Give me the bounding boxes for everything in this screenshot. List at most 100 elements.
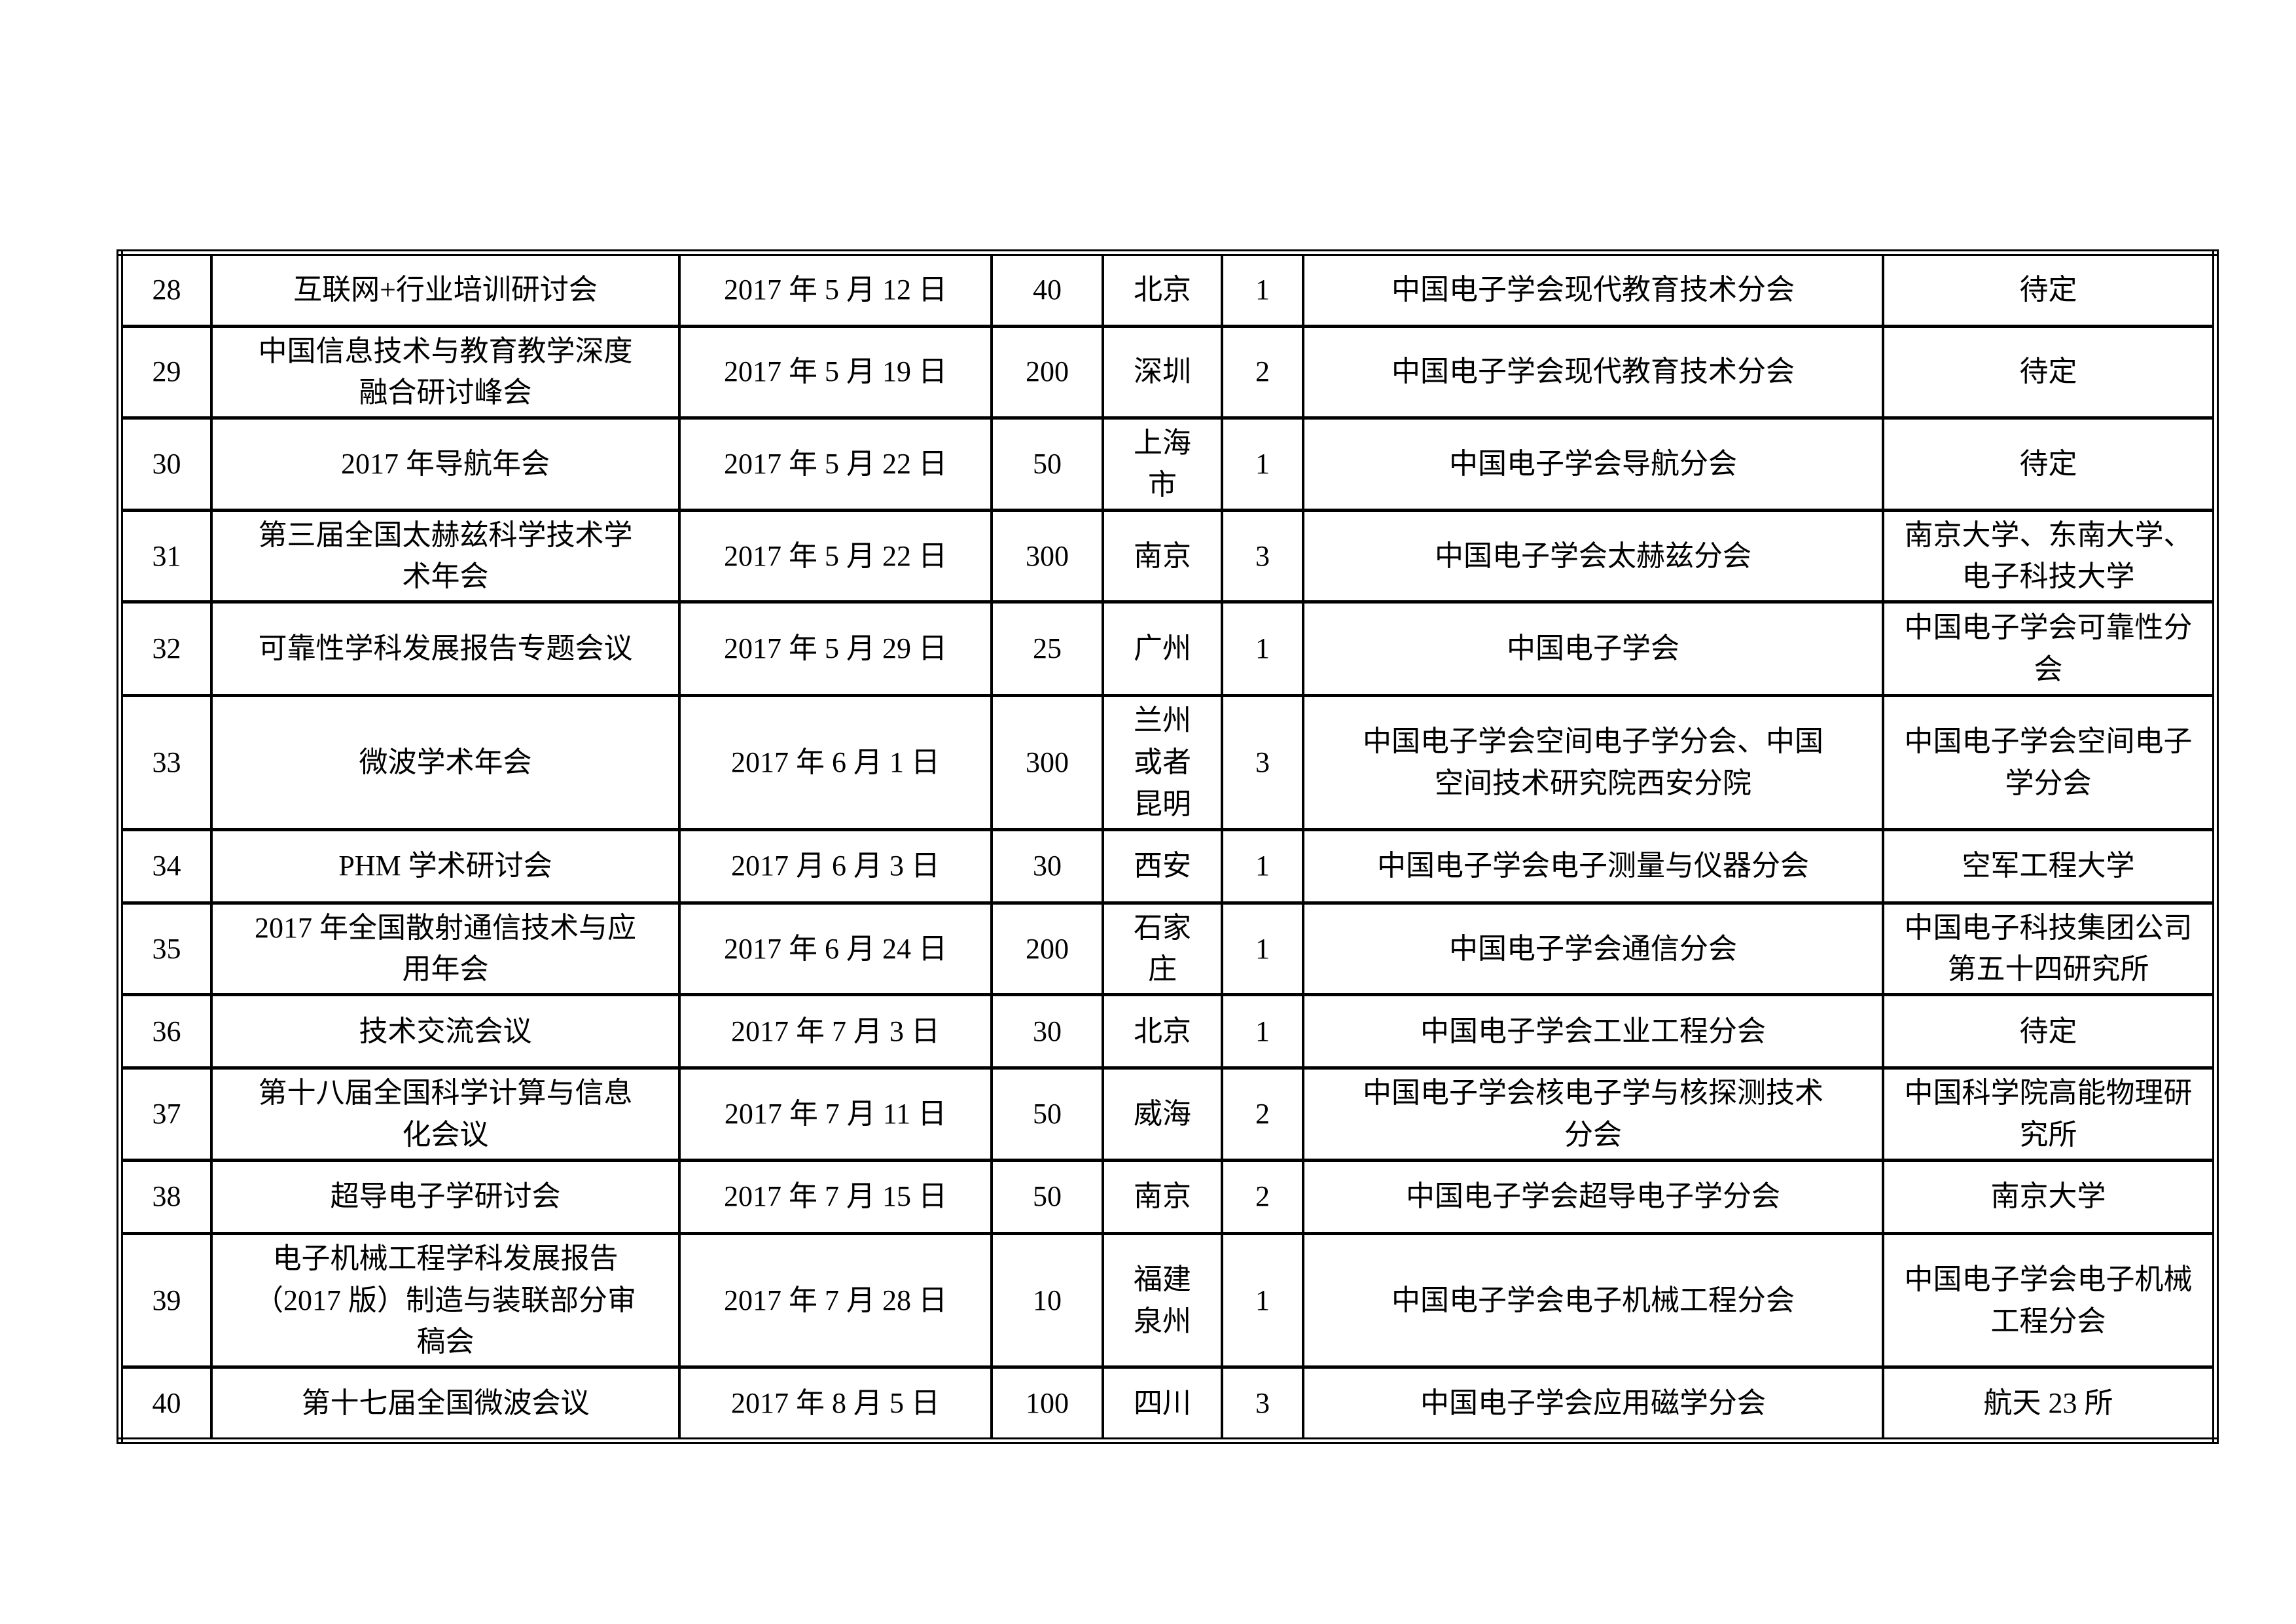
cell-conference-name: PHM 学术研讨会 [210,827,681,905]
cell-scale: 30 [990,993,1104,1070]
cell-conference-name: 微波学术年会 [210,694,681,831]
cell-support-unit: 待定 [1882,324,2217,420]
cell-days: 1 [1221,901,1304,997]
cell-conference-name: 可靠性学科发展报告专题会议 [210,600,681,698]
cell-scale: 50 [990,1158,1104,1235]
cell-row-number: 31 [118,508,213,604]
cell-date: 2017 年 6 月 24 日 [678,901,993,997]
table-row: 36 技术交流会议 2017 年 7 月 3 日 30 北京 1 中国电子学会工… [118,993,2217,1070]
cell-support-unit: 中国科学院高能物理研 究所 [1882,1066,2217,1162]
cell-city: 南京 [1102,1158,1223,1235]
conference-table: 28 互联网+行业培训研讨会 2017 年 5 月 12 日 40 北京 1 中… [117,249,2219,1444]
cell-days: 1 [1221,251,1304,328]
cell-row-number: 38 [118,1158,213,1235]
cell-organizer: 中国电子学会 [1302,600,1884,698]
cell-row-number: 39 [118,1231,213,1369]
cell-city: 北京 [1102,993,1223,1070]
cell-city: 威海 [1102,1066,1223,1162]
cell-scale: 50 [990,416,1104,512]
table-row: 37 第十八届全国科学计算与信息 化会议 2017 年 7 月 11 日 50 … [118,1066,2217,1162]
cell-organizer: 中国电子学会现代教育技术分会 [1302,251,1884,328]
cell-city: 四川 [1102,1365,1223,1443]
cell-days: 1 [1221,1231,1304,1369]
cell-city: 广州 [1102,600,1223,698]
cell-support-unit: 南京大学 [1882,1158,2217,1235]
table-row: 38 超导电子学研讨会 2017 年 7 月 15 日 50 南京 2 中国电子… [118,1158,2217,1235]
cell-days: 3 [1221,1365,1304,1443]
cell-scale: 200 [990,901,1104,997]
cell-support-unit: 中国电子学会空间电子 学分会 [1882,694,2217,831]
cell-organizer: 中国电子学会导航分会 [1302,416,1884,512]
cell-conference-name: 第三届全国太赫兹科学技术学 术年会 [210,508,681,604]
cell-city: 北京 [1102,251,1223,328]
cell-days: 2 [1221,1158,1304,1235]
cell-organizer: 中国电子学会太赫兹分会 [1302,508,1884,604]
cell-row-number: 29 [118,324,213,420]
cell-date: 2017 年 5 月 12 日 [678,251,993,328]
cell-date: 2017 年 5 月 19 日 [678,324,993,420]
cell-city: 福建 泉州 [1102,1231,1223,1369]
cell-scale: 200 [990,324,1104,420]
cell-scale: 30 [990,827,1104,905]
table-row: 31 第三届全国太赫兹科学技术学 术年会 2017 年 5 月 22 日 300… [118,508,2217,604]
cell-days: 2 [1221,1066,1304,1162]
cell-date: 2017 年 5 月 22 日 [678,508,993,604]
cell-conference-name: 第十八届全国科学计算与信息 化会议 [210,1066,681,1162]
cell-row-number: 40 [118,1365,213,1443]
table-row: 35 2017 年全国散射通信技术与应 用年会 2017 年 6 月 24 日 … [118,901,2217,997]
cell-date: 2017 年 7 月 3 日 [678,993,993,1070]
cell-organizer: 中国电子学会应用磁学分会 [1302,1365,1884,1443]
cell-support-unit: 南京大学、东南大学、 电子科技大学 [1882,508,2217,604]
cell-city: 西安 [1102,827,1223,905]
cell-conference-name: 第十七届全国微波会议 [210,1365,681,1443]
cell-scale: 40 [990,251,1104,328]
cell-support-unit: 待定 [1882,993,2217,1070]
table-body: 28 互联网+行业培训研讨会 2017 年 5 月 12 日 40 北京 1 中… [118,251,2217,1443]
cell-organizer: 中国电子学会现代教育技术分会 [1302,324,1884,420]
table-row: 40 第十七届全国微波会议 2017 年 8 月 5 日 100 四川 3 中国… [118,1365,2217,1443]
table-row: 30 2017 年导航年会 2017 年 5 月 22 日 50 上海 市 1 … [118,416,2217,512]
cell-row-number: 35 [118,901,213,997]
cell-date: 2017 年 8 月 5 日 [678,1365,993,1443]
cell-date: 2017 月 6 月 3 日 [678,827,993,905]
cell-support-unit: 中国电子学会可靠性分 会 [1882,600,2217,698]
cell-date: 2017 年 5 月 29 日 [678,600,993,698]
cell-scale: 300 [990,508,1104,604]
cell-scale: 10 [990,1231,1104,1369]
cell-support-unit: 待定 [1882,251,2217,328]
cell-support-unit: 空军工程大学 [1882,827,2217,905]
cell-scale: 300 [990,694,1104,831]
cell-row-number: 33 [118,694,213,831]
cell-row-number: 28 [118,251,213,328]
cell-days: 3 [1221,694,1304,831]
cell-city: 深圳 [1102,324,1223,420]
cell-city: 石家 庄 [1102,901,1223,997]
cell-organizer: 中国电子学会工业工程分会 [1302,993,1884,1070]
cell-conference-name: 2017 年导航年会 [210,416,681,512]
table-row: 29 中国信息技术与教育教学深度 融合研讨峰会 2017 年 5 月 19 日 … [118,324,2217,420]
cell-organizer: 中国电子学会电子测量与仪器分会 [1302,827,1884,905]
document-page: 28 互联网+行业培训研讨会 2017 年 5 月 12 日 40 北京 1 中… [117,249,2219,1444]
cell-conference-name: 技术交流会议 [210,993,681,1070]
cell-conference-name: 电子机械工程学科发展报告 （2017 版）制造与装联部分审 稿会 [210,1231,681,1369]
cell-row-number: 37 [118,1066,213,1162]
cell-row-number: 30 [118,416,213,512]
cell-row-number: 36 [118,993,213,1070]
cell-date: 2017 年 7 月 11 日 [678,1066,993,1162]
cell-city: 南京 [1102,508,1223,604]
table-row: 28 互联网+行业培训研讨会 2017 年 5 月 12 日 40 北京 1 中… [118,251,2217,328]
cell-days: 1 [1221,416,1304,512]
cell-scale: 25 [990,600,1104,698]
cell-organizer: 中国电子学会空间电子学分会、中国 空间技术研究院西安分院 [1302,694,1884,831]
cell-row-number: 32 [118,600,213,698]
cell-days: 2 [1221,324,1304,420]
cell-row-number: 34 [118,827,213,905]
cell-support-unit: 航天 23 所 [1882,1365,2217,1443]
cell-support-unit: 中国电子科技集团公司 第五十四研究所 [1882,901,2217,997]
cell-date: 2017 年 6 月 1 日 [678,694,993,831]
table-row: 32 可靠性学科发展报告专题会议 2017 年 5 月 29 日 25 广州 1… [118,600,2217,698]
table-row: 39 电子机械工程学科发展报告 （2017 版）制造与装联部分审 稿会 2017… [118,1231,2217,1369]
cell-days: 1 [1221,827,1304,905]
cell-support-unit: 中国电子学会电子机械 工程分会 [1882,1231,2217,1369]
cell-days: 1 [1221,600,1304,698]
